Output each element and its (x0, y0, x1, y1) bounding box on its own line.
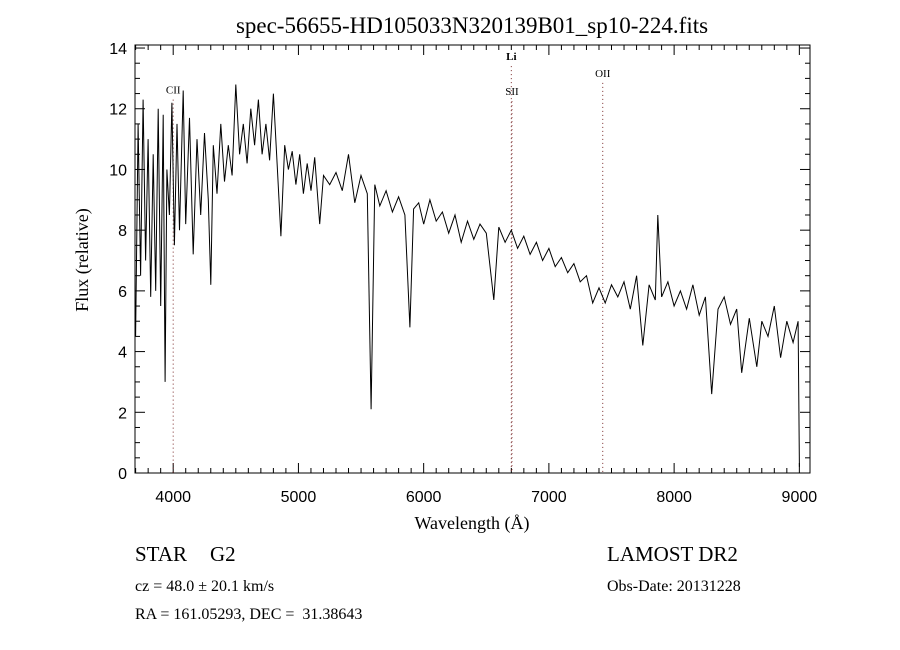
x-tick-label: 7000 (531, 489, 567, 506)
x-tick-label: 5000 (281, 489, 317, 506)
y-tick-label: 10 (109, 162, 127, 179)
x-tick-label: 9000 (782, 489, 818, 506)
obs-date: Obs-Date: 20131228 (607, 578, 741, 595)
x-tick-label: 8000 (656, 489, 692, 506)
line-label-sii: SII (505, 86, 519, 98)
y-tick-label: 8 (118, 223, 127, 240)
y-axis-label: Flux (relative) (72, 208, 93, 311)
survey-name: LAMOST DR2 (607, 542, 738, 566)
object-class: STAR (135, 542, 187, 566)
y-tick-label: 2 (118, 405, 127, 422)
x-tick-label: 4000 (155, 489, 191, 506)
line-label-oii: OII (595, 68, 611, 80)
line-label-li: Li (506, 51, 516, 63)
y-tick-label: 12 (109, 102, 127, 119)
line-label-cii: CII (166, 85, 181, 97)
spectrum-line (135, 84, 800, 467)
object-subclass: G2 (210, 542, 236, 566)
coords-text: RA = 161.05293, DEC = 31.38643 (135, 606, 362, 623)
x-tick-label: 6000 (406, 489, 442, 506)
y-tick-label: 6 (118, 284, 127, 301)
y-tick-label: 14 (109, 41, 127, 58)
line-markers: CII Li SII OII (166, 51, 611, 473)
x-axis-label: Wavelength (Å) (414, 513, 529, 534)
y-tick-label: 4 (118, 345, 127, 362)
axes: 4000 5000 6000 7000 8000 9000 0 2 4 6 8 10 12 14 (109, 41, 817, 506)
chart-title: spec-56655-HD105033N320139B01_sp10-224.f… (236, 13, 708, 38)
y-tick-label: 0 (118, 466, 127, 483)
plot-frame (134, 44, 811, 474)
redshift-text: cz = 48.0 ± 20.1 km/s (135, 578, 274, 595)
